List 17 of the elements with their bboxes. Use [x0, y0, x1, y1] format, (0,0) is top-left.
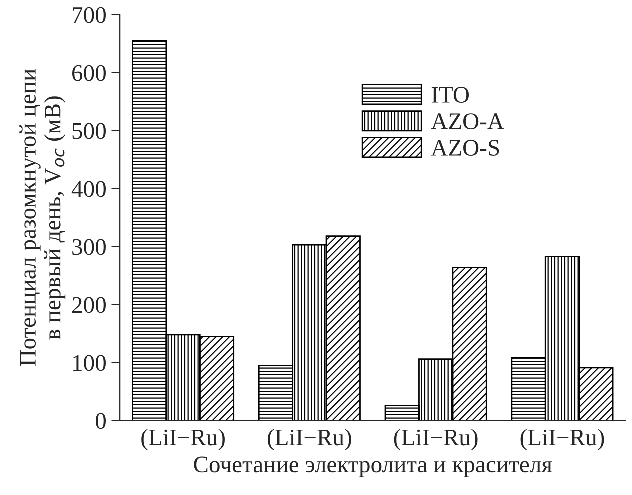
x-tick-label: (LiI−Ru): [520, 429, 604, 450]
y-axis-title: Потенциал разомкнутой цепи в первый день, V$_{oc}$ (мВ): [20, 69, 66, 366]
y-tick-label: 300: [72, 239, 106, 256]
x-tick-label: (LiI−Ru): [268, 429, 352, 450]
x-tick-label: (LiI−Ru): [394, 429, 478, 450]
legend-label: AZO-A: [431, 114, 504, 130]
y-tick-label: 600: [72, 65, 106, 82]
y-tick-label: 0: [96, 413, 106, 430]
y-tick-label: 700: [73, 7, 106, 24]
y-tick-label: 400: [72, 181, 106, 198]
legend-label: AZO-S: [431, 140, 500, 156]
x-tick-label: (LiI−Ru): [142, 429, 225, 450]
y-tick-label: 500: [72, 123, 106, 140]
x-axis-title: Сочетание электролита и красителя: [194, 456, 552, 478]
legend-label: ITO: [432, 87, 470, 103]
y-tick-label: 200: [72, 297, 106, 314]
y-tick-label: 100: [74, 355, 106, 372]
